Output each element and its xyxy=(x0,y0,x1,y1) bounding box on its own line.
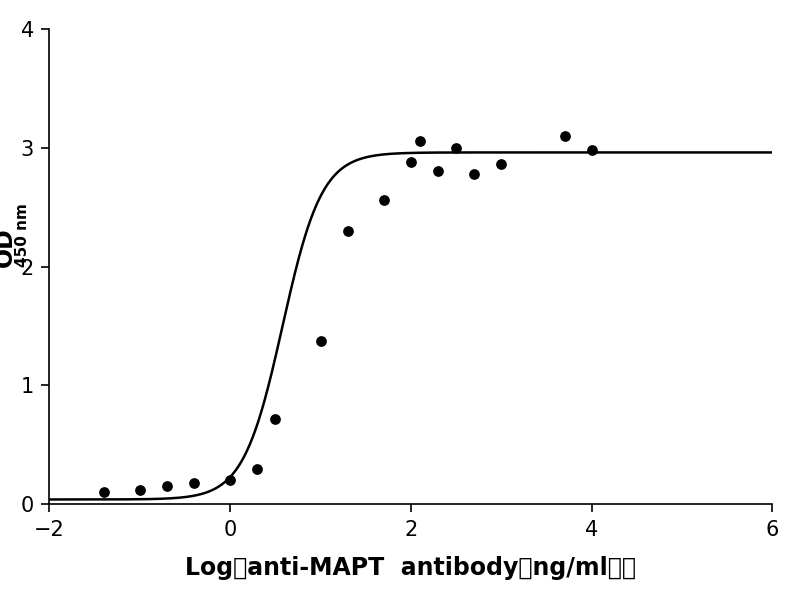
Point xyxy=(586,145,598,155)
Point xyxy=(269,414,282,424)
Point xyxy=(414,136,426,145)
Point xyxy=(314,337,327,346)
Point xyxy=(450,143,462,153)
Point xyxy=(251,464,264,474)
Point xyxy=(134,485,146,495)
Point xyxy=(224,475,237,485)
Point xyxy=(342,226,354,236)
Point xyxy=(558,131,571,141)
Point xyxy=(405,157,418,166)
Point xyxy=(161,481,174,491)
Text: OD: OD xyxy=(0,227,18,266)
Point xyxy=(187,478,200,487)
Text: 450 nm: 450 nm xyxy=(15,203,30,266)
Point xyxy=(468,169,481,178)
Point xyxy=(432,166,445,176)
Point xyxy=(378,195,390,205)
X-axis label: Log（anti-MAPT  antibody（ng/ml））: Log（anti-MAPT antibody（ng/ml）） xyxy=(186,556,637,580)
Point xyxy=(97,487,110,497)
Point xyxy=(495,159,508,169)
